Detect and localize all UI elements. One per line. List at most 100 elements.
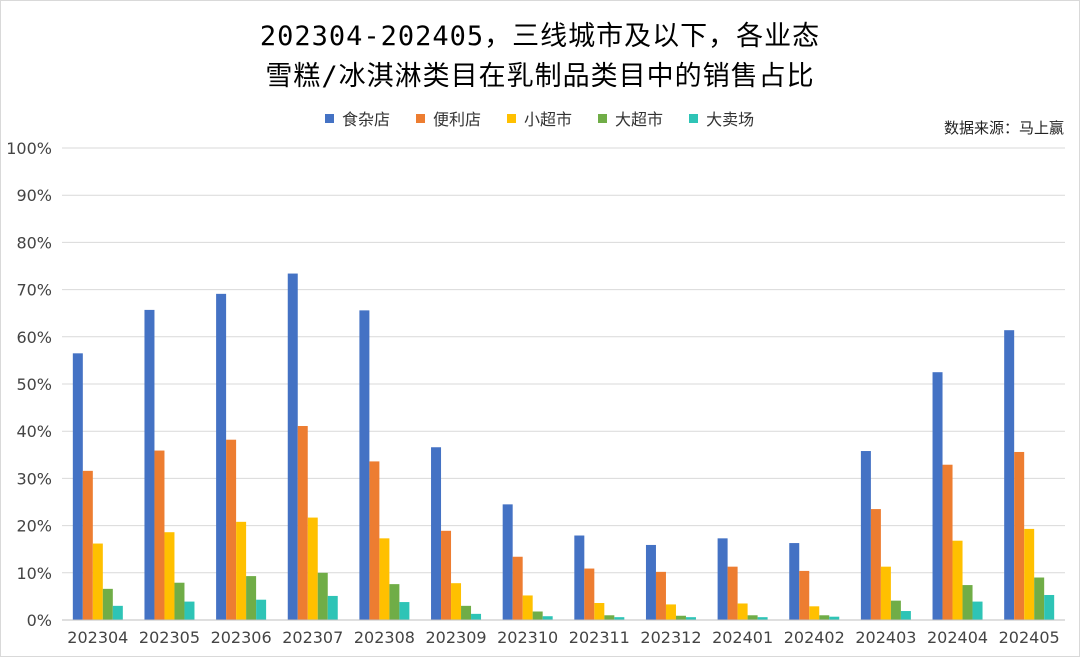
x-tick-label: 202402 xyxy=(784,628,845,647)
bar xyxy=(92,543,103,620)
bar xyxy=(236,521,247,620)
bar xyxy=(972,601,983,620)
bar xyxy=(584,568,595,620)
bar xyxy=(471,613,482,620)
y-tick-label: 90% xyxy=(16,186,52,205)
bar xyxy=(164,532,175,620)
bar xyxy=(216,293,227,620)
y-tick-label: 50% xyxy=(16,375,52,394)
y-tick-label: 10% xyxy=(16,564,52,583)
bar xyxy=(287,273,298,620)
legend-label-2: 便利店 xyxy=(433,110,482,129)
bar xyxy=(645,544,656,620)
x-tick-label: 202401 xyxy=(712,628,773,647)
bar xyxy=(359,310,370,620)
bar xyxy=(860,451,871,620)
legend-item-4: 大超市 xyxy=(598,106,663,130)
bar xyxy=(829,616,840,620)
bar xyxy=(655,571,666,620)
legend-swatch-2 xyxy=(416,113,426,123)
bar xyxy=(819,615,830,620)
legend-label-4: 大超市 xyxy=(615,110,664,129)
legend-swatch-1 xyxy=(325,113,334,123)
x-tick-label: 202403 xyxy=(855,628,916,647)
x-tick-label: 202311 xyxy=(569,628,630,647)
legend-swatch-4 xyxy=(598,113,608,123)
bar xyxy=(675,615,686,620)
bar xyxy=(532,611,543,620)
y-tick-label: 70% xyxy=(16,281,52,300)
bar xyxy=(870,509,881,620)
legend-item-2: 便利店 xyxy=(416,106,481,130)
bar xyxy=(594,603,605,620)
bar xyxy=(502,504,513,620)
bar xyxy=(72,353,83,620)
y-tick-label: 80% xyxy=(16,233,52,252)
bar xyxy=(727,566,738,620)
bar xyxy=(737,603,748,620)
chart-title-line1: 202304-202405，三线城市及以下，各业态 xyxy=(259,21,821,52)
bar xyxy=(757,617,768,620)
bar xyxy=(665,604,676,620)
bar xyxy=(1024,528,1035,620)
bar xyxy=(1044,594,1055,620)
bar xyxy=(604,615,615,620)
bar xyxy=(369,461,380,620)
bar xyxy=(717,538,728,620)
bar xyxy=(441,530,452,620)
bar xyxy=(144,309,155,620)
y-tick-label: 30% xyxy=(16,469,52,488)
y-tick-label: 40% xyxy=(16,422,52,441)
x-tick-label: 202305 xyxy=(139,628,200,647)
x-tick-label: 202306 xyxy=(211,628,272,647)
legend: 食杂店 便利店 小超市 大超市 大卖场 xyxy=(325,106,754,130)
legend-label-1: 食杂店 xyxy=(342,110,391,129)
bar xyxy=(1034,577,1045,620)
bar xyxy=(932,372,943,620)
bar xyxy=(154,450,165,620)
bar xyxy=(297,426,308,620)
bar xyxy=(399,602,410,620)
bar xyxy=(962,585,973,620)
bar xyxy=(890,600,901,620)
y-tick-label: 100% xyxy=(6,139,52,158)
bar xyxy=(102,588,113,620)
legend-item-1: 食杂店 xyxy=(325,106,390,130)
y-tick-label: 0% xyxy=(27,611,52,630)
bar xyxy=(184,601,195,620)
bar xyxy=(461,605,472,620)
y-tick-label: 60% xyxy=(16,328,52,347)
bar xyxy=(542,616,553,620)
bar xyxy=(880,566,891,620)
bar xyxy=(112,605,123,620)
bar xyxy=(317,572,328,620)
bar xyxy=(246,576,257,620)
x-tick-label: 202304 xyxy=(67,628,128,647)
x-tick-label: 202405 xyxy=(999,628,1060,647)
bar xyxy=(512,556,523,620)
bar xyxy=(942,464,953,620)
bar xyxy=(82,470,93,620)
x-tick-label: 202310 xyxy=(497,628,558,647)
x-tick-label: 202307 xyxy=(282,628,343,647)
bar xyxy=(226,439,237,620)
x-tick-label: 202312 xyxy=(640,628,701,647)
chart-title-line2: 雪糕/冰淇淋类目在乳制品类目中的销售占比 xyxy=(265,61,815,92)
y-tick-label: 20% xyxy=(16,517,52,536)
bar xyxy=(900,611,911,620)
legend-swatch-3 xyxy=(507,113,517,123)
data-source-note: 数据来源：马上赢 xyxy=(943,119,1064,137)
x-tick-label: 202404 xyxy=(927,628,988,647)
bar xyxy=(747,615,758,620)
bar xyxy=(685,617,696,620)
x-tick-label: 202308 xyxy=(354,628,415,647)
bar xyxy=(431,447,442,620)
bar xyxy=(379,538,390,620)
bar xyxy=(789,543,800,620)
legend-label-5: 大卖场 xyxy=(706,110,755,129)
bar xyxy=(389,584,400,620)
bar xyxy=(1004,330,1015,620)
bar xyxy=(799,570,810,620)
legend-item-3: 小超市 xyxy=(507,106,572,130)
